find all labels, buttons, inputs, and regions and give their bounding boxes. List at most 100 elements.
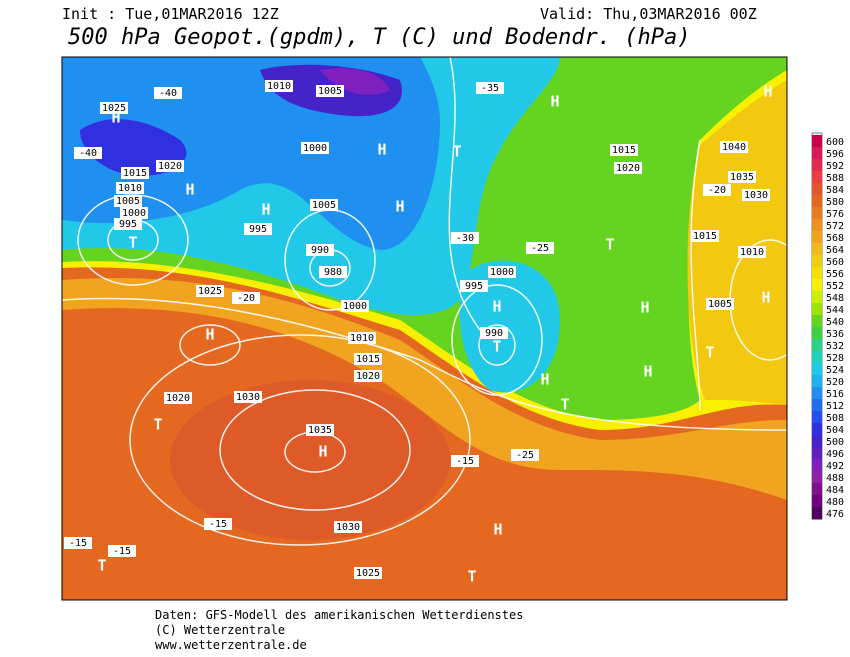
colorbar-label: 548 (826, 293, 844, 304)
pressure-center: T (153, 416, 162, 434)
colorbar-swatch (812, 219, 822, 232)
isobar-label-bg (74, 147, 102, 159)
contour-label: -15 (113, 546, 131, 557)
colorbar-swatch (812, 447, 822, 460)
colorbar-swatch (812, 435, 822, 448)
contour-label: 1005 (708, 299, 732, 310)
isobar-label-bg (196, 285, 224, 297)
isobar-label-bg (114, 195, 142, 207)
isobar-label-bg (108, 545, 136, 557)
colorbar-swatch (812, 159, 822, 172)
isobar-label-bg (306, 244, 334, 256)
colorbar-swatch (812, 375, 822, 388)
colorbar-swatch (812, 279, 822, 292)
isobar-label-bg (64, 537, 92, 549)
isobar-label-bg (265, 80, 293, 92)
isobar-label-bg (156, 160, 184, 172)
colorbar-swatch (812, 411, 822, 424)
contour-label: 1000 (490, 267, 514, 278)
colorbar-label: 508 (826, 413, 844, 424)
contour-label: 1000 (343, 301, 367, 312)
contour-label: 1010 (267, 81, 291, 92)
colorbar-label: 572 (826, 221, 844, 232)
contour-label: 1000 (303, 143, 327, 154)
colorbar-label: 540 (826, 317, 844, 328)
isobar-label-bg (301, 142, 329, 154)
isobar-label-bg (319, 266, 347, 278)
contour-label: -15 (456, 456, 474, 467)
isobar-label-bg (451, 455, 479, 467)
colorbar-label: 504 (826, 425, 844, 436)
isobar-label-bg (480, 327, 508, 339)
contour-label: -25 (516, 450, 534, 461)
colorbar-label: 488 (826, 473, 844, 484)
contour-label: 1025 (198, 286, 222, 297)
pressure-center: H (493, 521, 502, 539)
contour-label: 1030 (236, 392, 260, 403)
contour-label: 1035 (308, 425, 332, 436)
contour-label: 1020 (356, 371, 380, 382)
isobar-label-bg (120, 207, 148, 219)
contour-label: 1010 (118, 183, 142, 194)
colorbar-swatch (812, 327, 822, 340)
contour-label: 995 (465, 281, 483, 292)
contour-label: 1005 (116, 196, 140, 207)
isobar-label-bg (614, 162, 642, 174)
isobar-label-bg (476, 82, 504, 94)
contour-label: 1030 (744, 190, 768, 201)
colorbar-label: 592 (826, 161, 844, 172)
isobar-label-bg (121, 167, 149, 179)
isobar-label-bg (234, 391, 262, 403)
contour-label: 1010 (740, 247, 764, 258)
contour-label: 1020 (158, 161, 182, 172)
contour-label: 1000 (122, 208, 146, 219)
contour-label: -15 (209, 519, 227, 530)
colorbar-swatch (812, 231, 822, 244)
contour-label: 1015 (123, 168, 147, 179)
init-time: Init : Tue,01MAR2016 12Z (62, 5, 279, 23)
isobar-label-bg (100, 102, 128, 114)
colorbar-swatch (812, 267, 822, 280)
colorbar-swatch (812, 243, 822, 256)
contour-label: -40 (79, 148, 97, 159)
colorbar-label: 476 (826, 509, 844, 520)
colorbar-label: 520 (826, 377, 844, 388)
isobar-label-bg (460, 280, 488, 292)
colorbar-swatch (812, 495, 822, 508)
pressure-center: H (318, 443, 327, 461)
colorbar-label: 528 (826, 353, 844, 364)
isobar-label-bg (488, 266, 516, 278)
pressure-center: T (705, 344, 714, 362)
isobar-label-bg (116, 182, 144, 194)
colorbar-label: 536 (826, 329, 844, 340)
isobar-label-bg (691, 230, 719, 242)
isobar-label-bg (164, 392, 192, 404)
pressure-center: T (560, 396, 569, 414)
contour-label: 1005 (318, 86, 342, 97)
map-background (61, 56, 788, 601)
contour-label: -25 (531, 243, 549, 254)
pressure-center: H (643, 363, 652, 381)
contour-label: 1015 (356, 354, 380, 365)
isobar-label-bg (316, 85, 344, 97)
colorbar-label: 568 (826, 233, 844, 244)
isobar-label-bg (738, 246, 766, 258)
colorbar-swatch (812, 195, 822, 208)
isobar-label-bg (310, 199, 338, 211)
contour-label: 995 (249, 224, 267, 235)
isobar-label-bg (154, 87, 182, 99)
isobar-label-bg (244, 223, 272, 235)
contour-label: 1010 (350, 333, 374, 344)
colorbar-label: 532 (826, 341, 844, 352)
colorbar-label: 496 (826, 449, 844, 460)
pressure-center: T (492, 338, 501, 356)
colorbar-swatch (812, 147, 822, 160)
colorbar-swatch (812, 315, 822, 328)
colorbar-swatch (812, 363, 822, 376)
isobar-label-bg (720, 141, 748, 153)
contour-label: 1025 (356, 568, 380, 579)
colorbar-swatch (812, 507, 822, 520)
pressure-center: T (128, 234, 137, 252)
colorbar-label: 492 (826, 461, 844, 472)
